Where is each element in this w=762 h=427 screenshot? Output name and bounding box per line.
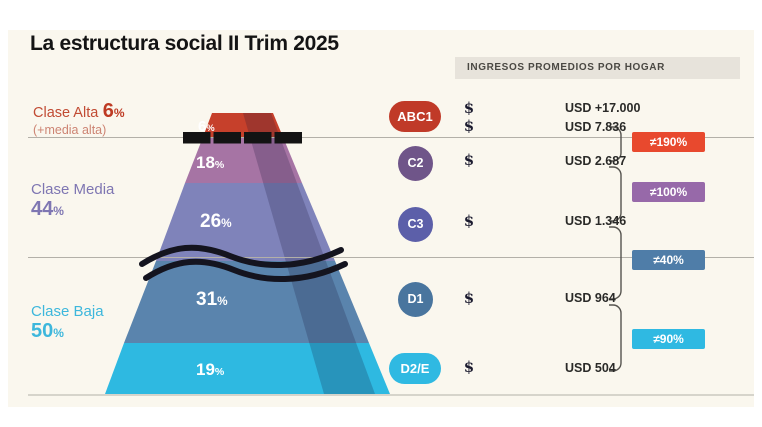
code-badge-d1: D1 xyxy=(398,282,433,317)
income-value-d1: USD 964 xyxy=(565,291,616,305)
class-alta-subtitle: (+media alta) xyxy=(33,123,107,137)
class-label-baja: Clase Baja 50% xyxy=(31,303,104,343)
gap-badge-c2-c3: ≠100% xyxy=(632,182,705,202)
gap-badge-d1-d2e: ≠90% xyxy=(632,329,705,349)
income-value-abc1: USD 7.836 xyxy=(565,120,627,134)
income-value-c2: USD 2.687 xyxy=(565,154,627,168)
class-label-media: Clase Media 44% xyxy=(31,181,114,221)
income-header: INGRESOS PROMEDIOS POR HOGAR xyxy=(455,57,740,79)
dollar-icon: $ xyxy=(463,99,475,117)
dollar-icon: $ xyxy=(463,151,475,169)
income-gap-braces xyxy=(609,126,622,372)
brace-c3-d1 xyxy=(609,226,622,300)
class-media-name: Clase Media xyxy=(31,181,115,198)
brace-c2-c3 xyxy=(609,166,622,222)
pyramid-label-c3: 26% xyxy=(200,211,232,232)
class-media-pct: 44% xyxy=(31,198,64,221)
income-value-abc1-top: USD +17.000 xyxy=(565,101,641,115)
code-badge-c3: C3 xyxy=(398,207,433,242)
pyramid-label-d2e: 19% xyxy=(196,360,225,379)
gap-badge-c3-d1: ≠40% xyxy=(632,250,705,270)
pyramid-segment-abc1 xyxy=(203,113,283,137)
code-badge-abc1: ABC1 xyxy=(389,101,441,132)
dollar-icon: $ xyxy=(463,358,475,376)
pyramid-label-abc1: 6% xyxy=(198,118,215,135)
code-badge-d2e: D2/E xyxy=(389,353,441,384)
class-baja-pct: 50% xyxy=(31,320,64,343)
class-barrier-bar xyxy=(183,132,302,144)
class-baja-name: Clase Baja xyxy=(31,303,104,320)
pyramid-label-c2: 18% xyxy=(196,153,225,172)
class-alta-name: Clase Alta xyxy=(33,105,99,121)
income-value-c3: USD 1.346 xyxy=(565,214,627,228)
pyramid-segment-d2e xyxy=(105,343,390,394)
dollar-icon: $ xyxy=(463,212,475,230)
dollar-icon: $ xyxy=(463,117,475,135)
page-title: La estructura social II Trim 2025 xyxy=(30,32,339,55)
class-alta-pct: 6% xyxy=(102,100,125,122)
brace-abc1-c2 xyxy=(609,126,622,162)
pyramid-segment-c3 xyxy=(156,183,335,261)
brace-d1-d2e xyxy=(609,304,622,372)
dollar-icon: $ xyxy=(463,289,475,307)
pyramid-right-face-shade xyxy=(243,113,375,394)
pyramid-segment-d1 xyxy=(124,261,369,343)
break-wave-lines xyxy=(139,244,348,283)
code-badge-c2: C2 xyxy=(398,146,433,181)
class-label-alta: Clase Alta 6% (+media alta) xyxy=(33,100,125,137)
gap-badge-abc1-c2: ≠190% xyxy=(632,132,705,152)
pyramid-segment-c2 xyxy=(185,137,302,183)
income-value-d2e: USD 504 xyxy=(565,361,616,375)
pyramid-label-d1: 31% xyxy=(196,289,228,310)
